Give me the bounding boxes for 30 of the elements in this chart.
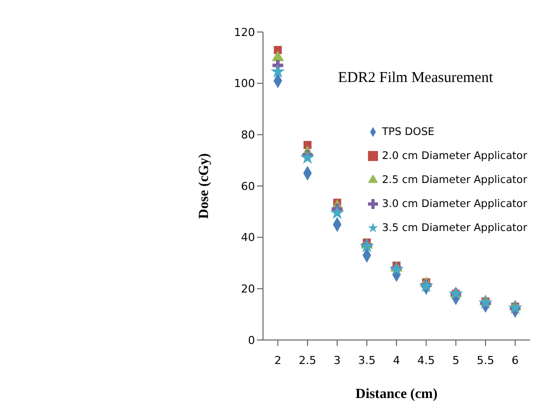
point <box>270 64 286 78</box>
legend-label: 3.0 cm Diameter Applicator <box>382 198 528 210</box>
legend-label: TPS DOSE <box>382 126 434 138</box>
x-tick-label: 6 <box>512 354 519 367</box>
x-tick-label: 4.5 <box>417 354 435 367</box>
x-axis-title: Distance (cm) <box>355 387 438 402</box>
x-tick-label: 3.5 <box>358 354 376 367</box>
point <box>508 300 522 314</box>
x-tick-label: 4 <box>393 354 400 367</box>
legend-label: 3.5 cm Diameter Applicator <box>382 222 528 234</box>
point <box>389 262 404 276</box>
y-tick-label: 60 <box>241 180 255 193</box>
x-tick-label: 2.5 <box>298 354 316 367</box>
point <box>330 205 344 220</box>
y-tick-label: 20 <box>241 282 255 296</box>
point <box>272 50 284 62</box>
x-tick-label: 5 <box>452 354 460 367</box>
x-tick-label: 3 <box>334 354 341 367</box>
point <box>300 150 315 164</box>
y-tick-label: 0 <box>248 334 255 347</box>
y-tick-label: 80 <box>241 128 255 142</box>
legend-label: 2.5 cm Diameter Applicator <box>382 174 528 186</box>
y-tick-label: 40 <box>241 231 255 244</box>
x-tick-label: 5.5 <box>476 354 494 367</box>
legend-label: 2.0 cm Diameter Applicator <box>382 150 528 162</box>
y-tick-label: 120 <box>234 26 255 39</box>
y-tick-label: 100 <box>234 77 255 90</box>
y-axis-title: Dose (cGy) <box>196 152 212 219</box>
x-tick-label: 2 <box>274 354 282 367</box>
text: EDR2 Film Measurement <box>338 70 493 87</box>
